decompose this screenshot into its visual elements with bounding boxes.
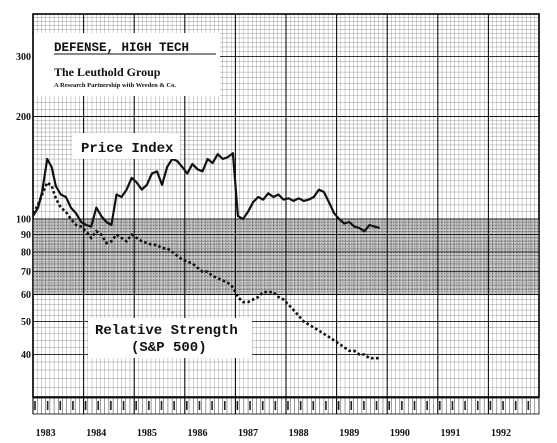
- month-marker: [84, 401, 87, 410]
- month-marker: [413, 401, 416, 410]
- month-marker: [148, 401, 150, 410]
- month-marker: [198, 401, 201, 410]
- series-relative-strength: [31, 180, 380, 360]
- month-marker: [110, 401, 112, 410]
- month-marker: [401, 401, 403, 410]
- month-marker: [186, 401, 188, 410]
- y-tick-label: 90: [21, 230, 31, 241]
- month-marker: [451, 401, 454, 410]
- month-marker: [502, 401, 504, 410]
- month-marker: [223, 401, 226, 410]
- month-marker: [34, 401, 36, 410]
- month-strip: [32, 397, 540, 415]
- month-marker: [350, 401, 353, 410]
- y-tick-label: 300: [16, 52, 31, 63]
- x-tick-label: 1983: [36, 428, 56, 439]
- series-price-index: [32, 152, 380, 233]
- y-tick-label: 80: [21, 247, 31, 258]
- x-tick-label: 1991: [440, 428, 460, 439]
- month-marker: [363, 401, 365, 410]
- y-axis: 40 50 60 70 80 90 100 200 300: [16, 52, 31, 361]
- month-marker: [160, 401, 163, 410]
- rs-label-line2: (S&P 500): [131, 340, 207, 356]
- month-marker: [325, 401, 327, 410]
- month-marker: [375, 401, 378, 410]
- month-marker: [476, 401, 479, 410]
- y-tick-label: 50: [21, 317, 31, 328]
- y-tick-label: 40: [21, 350, 31, 361]
- rs-label-background: [88, 318, 252, 358]
- x-axis: 1983 1984 1985 1986 1987 1988 1989 1990 1991 1992: [36, 428, 511, 439]
- month-marker: [46, 401, 49, 410]
- x-tick-label: 1992: [491, 428, 511, 439]
- month-marker: [72, 401, 74, 410]
- series-layer: [31, 152, 380, 360]
- month-marker: [439, 401, 441, 410]
- x-tick-label: 1990: [390, 428, 410, 439]
- price-label-box: Price Index: [72, 133, 180, 159]
- x-tick-label: 1987: [238, 428, 258, 439]
- month-marker: [135, 401, 137, 410]
- x-tick-label: 1988: [289, 428, 309, 439]
- y-tick-label: 60: [21, 290, 31, 301]
- month-marker: [287, 401, 289, 410]
- month-marker: [464, 401, 466, 410]
- month-marker: [97, 401, 100, 410]
- y-tick-label: 70: [21, 267, 31, 278]
- x-tick-label: 1985: [137, 428, 157, 439]
- month-marker: [312, 401, 315, 410]
- price-label-background: [72, 133, 180, 159]
- rs-label-box: Relative Strength (S&P 500): [88, 318, 252, 358]
- title-box: DEFENSE, HIGH TECH The Leuthold Group A …: [34, 33, 220, 96]
- month-marker: [514, 401, 517, 410]
- title-box-background: [34, 33, 220, 96]
- rs-label-line1: Relative Strength: [95, 323, 238, 339]
- price-index-label: Price Index: [81, 141, 174, 157]
- month-marker: [122, 401, 125, 410]
- x-tick-label: 1984: [86, 428, 106, 439]
- chart-title: DEFENSE, HIGH TECH: [54, 41, 189, 55]
- month-marker: [337, 401, 340, 410]
- y-tick-label: 100: [16, 214, 31, 225]
- y-tick-label: 200: [16, 112, 31, 123]
- month-marker: [274, 401, 277, 410]
- month-marker: [59, 401, 62, 410]
- chart-subtitle-1: The Leuthold Group: [54, 65, 161, 79]
- month-marker: [426, 401, 428, 410]
- x-tick-label: 1989: [339, 428, 359, 439]
- month-marker: [261, 401, 264, 410]
- month-marker: [211, 401, 213, 410]
- month-marker: [173, 401, 175, 410]
- chart-subtitle-2: A Research Partnership with Weeden & Co.: [54, 82, 176, 89]
- month-marker: [527, 401, 530, 410]
- month-marker: [388, 401, 390, 410]
- x-tick-label: 1986: [187, 428, 207, 439]
- month-marker: [236, 401, 239, 410]
- month-marker: [489, 401, 492, 410]
- month-marker: [249, 401, 251, 410]
- month-marker: [299, 401, 302, 410]
